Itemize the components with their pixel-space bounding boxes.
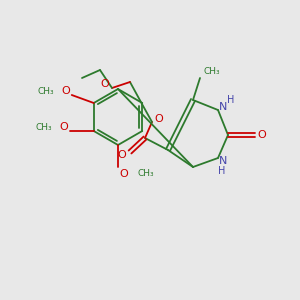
Text: O: O: [118, 150, 126, 160]
Text: N: N: [219, 156, 227, 166]
Text: CH₃: CH₃: [204, 67, 220, 76]
Text: O: O: [100, 79, 109, 89]
Text: CH₃: CH₃: [37, 88, 54, 97]
Text: O: O: [154, 114, 164, 124]
Text: N: N: [219, 102, 227, 112]
Text: O: O: [59, 122, 68, 132]
Text: CH₃: CH₃: [35, 124, 52, 133]
Text: O: O: [120, 169, 128, 179]
Text: O: O: [61, 86, 70, 96]
Text: O: O: [258, 130, 266, 140]
Text: H: H: [227, 95, 235, 105]
Text: H: H: [218, 166, 226, 176]
Text: CH₃: CH₃: [138, 169, 154, 178]
